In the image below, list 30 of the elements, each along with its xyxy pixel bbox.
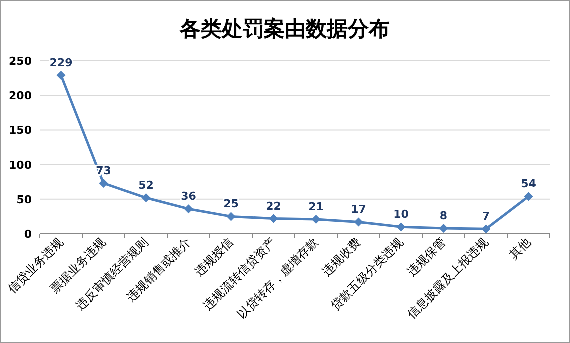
data-label: 22: [266, 200, 282, 213]
y-tick-label: 200: [9, 90, 32, 103]
data-label: 8: [440, 209, 448, 222]
point: [184, 204, 194, 214]
point: [142, 194, 151, 203]
point: [99, 178, 108, 188]
point: [439, 224, 448, 233]
point: [524, 192, 534, 202]
point: [354, 218, 364, 227]
data-label: 25: [224, 198, 239, 211]
data-label: 229: [50, 56, 73, 70]
data-label: 21: [308, 200, 324, 214]
point: [226, 212, 236, 222]
data-label: 54: [521, 178, 537, 191]
y-tick-label: 100: [9, 158, 32, 172]
y-tick-label: 150: [9, 124, 32, 138]
point: [482, 224, 491, 234]
data-label: 52: [138, 179, 154, 192]
point: [56, 71, 66, 80]
point: [269, 214, 278, 224]
data-label: 7: [482, 210, 490, 224]
data-label: 36: [181, 190, 197, 204]
y-tick-label: 50: [16, 193, 32, 206]
point: [312, 214, 321, 224]
data-label: 10: [394, 208, 410, 222]
x-tick-label: 其他: [506, 235, 534, 262]
y-tick-label: 250: [9, 55, 32, 68]
chart-title: 各类处罚案由数据分布: [179, 17, 390, 41]
data-label: 17: [351, 203, 366, 216]
y-tick-label: 0: [24, 228, 32, 241]
